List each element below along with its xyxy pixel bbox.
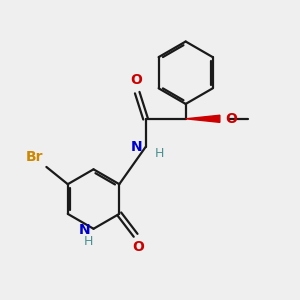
Polygon shape <box>186 115 220 122</box>
Text: O: O <box>130 73 142 87</box>
Text: N: N <box>131 140 142 154</box>
Text: O: O <box>225 112 237 126</box>
Text: Br: Br <box>26 150 44 164</box>
Text: N: N <box>79 223 91 237</box>
Text: H: H <box>83 235 93 248</box>
Text: O: O <box>132 240 144 254</box>
Text: H: H <box>155 147 164 160</box>
